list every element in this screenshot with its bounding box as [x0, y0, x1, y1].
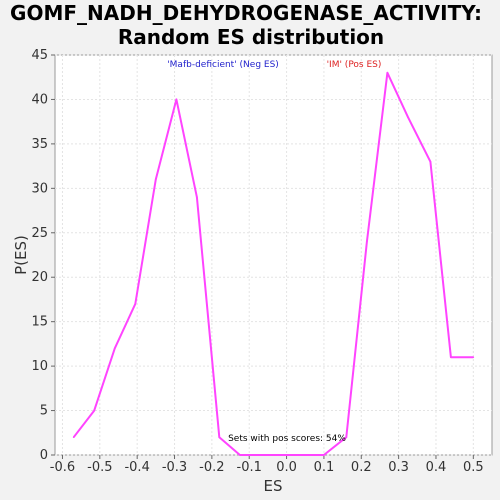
- y-tick-label: 35: [31, 137, 48, 152]
- y-tick-label: 5: [40, 404, 48, 419]
- pos-scores-note: Sets with pos scores: 54%: [228, 434, 346, 444]
- data-point: [196, 196, 198, 199]
- data-point: [239, 454, 241, 456]
- data-point: [300, 454, 303, 456]
- plot-area: [54, 54, 493, 456]
- data-point: [134, 303, 137, 305]
- neg-es-label: 'Mafb-deficient' (Neg ES): [167, 60, 279, 70]
- gridlines: [55, 54, 492, 456]
- x-tick-label: -0.3: [162, 460, 187, 475]
- x-tick-label: -0.6: [50, 460, 75, 475]
- data-point: [450, 356, 452, 359]
- y-tick-label: 20: [31, 270, 48, 285]
- x-tick-label: -0.1: [237, 460, 262, 475]
- y-tick-label: 10: [31, 359, 48, 374]
- chart-title-line1: GOMF_NADH_DEHYDROGENASE_ACTIVITY:: [10, 1, 482, 25]
- series-line: [72, 71, 474, 456]
- x-axis-label: ES: [264, 477, 283, 495]
- data-point: [280, 454, 282, 456]
- data-point: [175, 98, 178, 101]
- x-tick-label: 0.3: [388, 460, 409, 475]
- x-tick-label: -0.4: [124, 460, 149, 475]
- y-tick-label: 0: [40, 448, 48, 463]
- data-point: [155, 178, 157, 181]
- y-axis-label: P(ES): [12, 235, 30, 275]
- data-point: [72, 436, 75, 439]
- y-tick-label: 25: [31, 226, 48, 241]
- x-tick-label: 0.4: [426, 460, 447, 475]
- data-point: [345, 436, 348, 439]
- data-point: [366, 240, 368, 243]
- data-point: [323, 454, 325, 456]
- chart-title-line2: Random ES distribution: [118, 25, 384, 49]
- x-tick-label: 0.1: [314, 460, 335, 475]
- data-point: [407, 116, 409, 119]
- data-point: [218, 436, 221, 439]
- data-point: [472, 356, 475, 359]
- data-point: [259, 454, 262, 456]
- y-tick-label: 45: [31, 48, 48, 63]
- y-tick-label: 15: [31, 315, 48, 330]
- data-point: [93, 409, 96, 412]
- x-tick-label: 0.5: [463, 460, 484, 475]
- x-tick-label: -0.2: [199, 460, 224, 475]
- x-tick-label: 0.0: [276, 460, 297, 475]
- data-point: [386, 71, 389, 74]
- y-tick-label: 30: [31, 181, 48, 196]
- pos-es-label: 'IM' (Pos ES): [327, 60, 382, 70]
- x-tick-label: 0.2: [351, 460, 372, 475]
- data-point: [429, 160, 432, 163]
- axis-ticks: -0.6 -0.5 -0.4 -0.3 -0.2 -0.1 0.0 0.1 0.2 0.3 0.4 0…: [31, 48, 483, 475]
- x-tick-label: -0.5: [87, 460, 112, 475]
- series-layer: [72, 71, 475, 456]
- y-tick-label: 40: [31, 92, 48, 107]
- data-point: [113, 347, 116, 350]
